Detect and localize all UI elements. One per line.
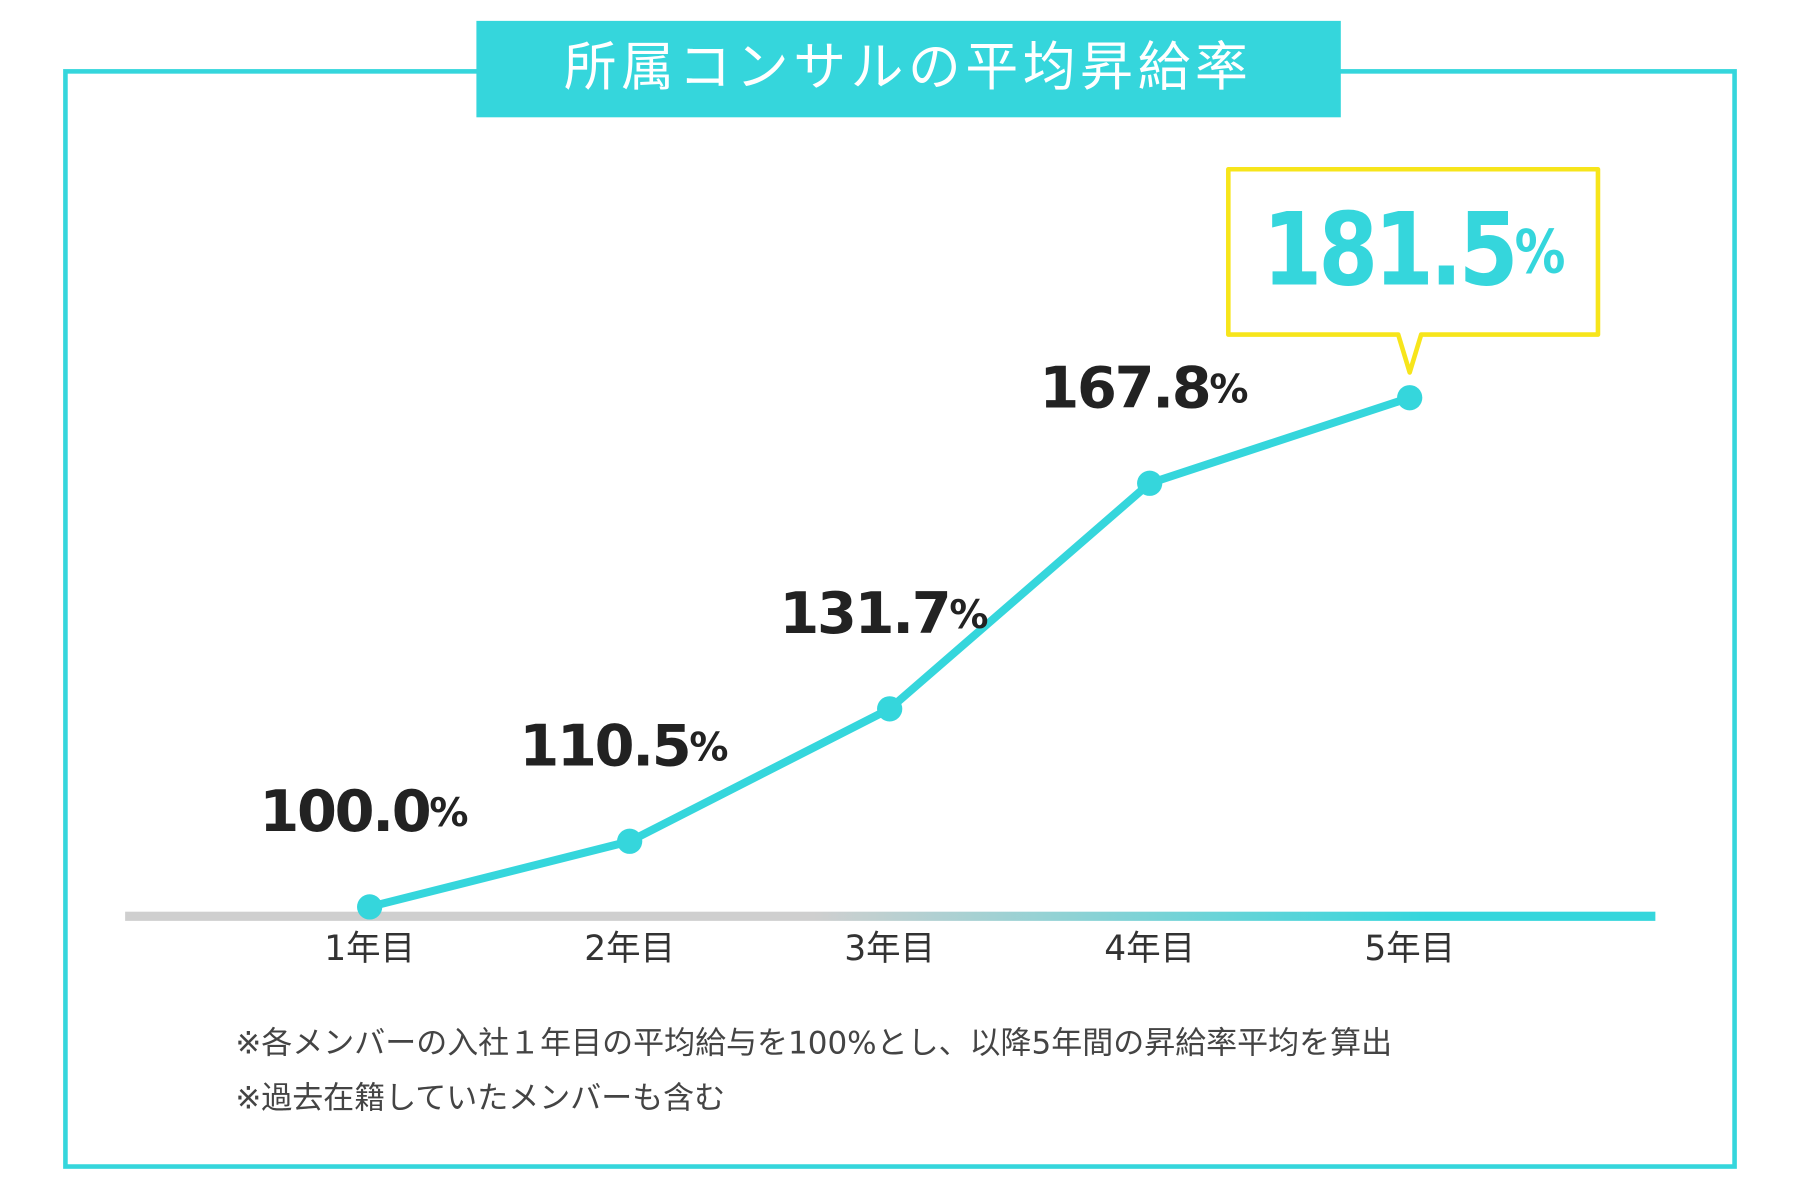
value-label: 110.5% <box>519 712 727 779</box>
title-bg <box>476 20 1341 118</box>
x-tick-label: 2年目 <box>584 929 675 969</box>
value-label: 131.7% <box>779 580 987 647</box>
x-tick-label: 3年目 <box>844 929 935 969</box>
point <box>1137 470 1163 496</box>
point <box>617 828 643 854</box>
x-axis <box>125 911 1656 921</box>
callout <box>1226 166 1601 375</box>
callout-label: 181.5% <box>1262 192 1564 309</box>
note: ※各メンバーの入社１年目の平均給与を100%とし、以降5年間の昇給率平均を算出 <box>235 1025 1392 1061</box>
x-tick-label: 1年目 <box>324 929 415 969</box>
value-label: 100.0% <box>259 778 467 845</box>
value-label: 167.8% <box>1039 354 1247 421</box>
point <box>1397 385 1423 411</box>
x-tick-label: 4年目 <box>1104 929 1195 969</box>
point <box>877 696 903 722</box>
point <box>357 894 383 920</box>
x-tick-label: 5年目 <box>1364 929 1455 969</box>
line <box>368 393 1411 911</box>
chart-title: 所属コンサルの平均昇給率 <box>564 37 1253 98</box>
note: ※過去在籍していたメンバーも含む <box>235 1080 725 1116</box>
